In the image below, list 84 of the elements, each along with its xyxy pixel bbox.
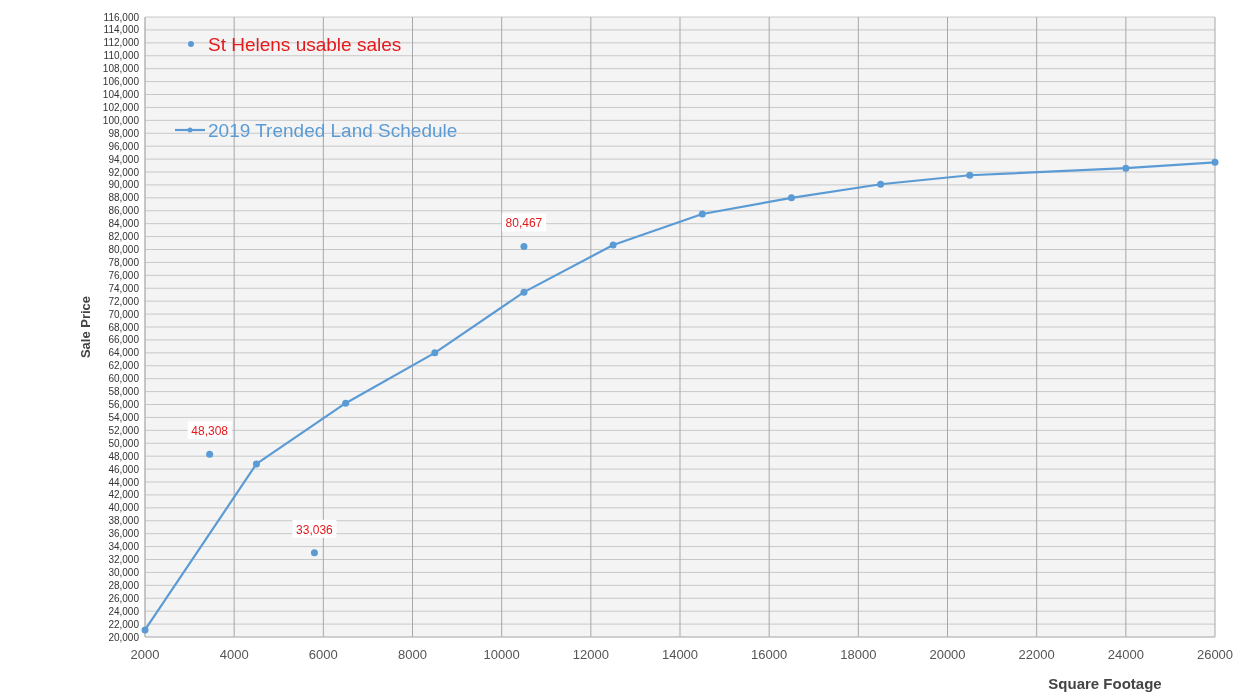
y-tick-label: 46,000 (108, 463, 140, 475)
y-tick-label: 94,000 (108, 153, 140, 165)
x-tick-label: 6000 (308, 647, 338, 662)
x-tick-label: 26000 (1196, 647, 1234, 662)
x-tick-label: 12000 (572, 647, 609, 662)
y-tick-label: 36,000 (108, 528, 140, 540)
y-tick-label: 30,000 (108, 566, 140, 578)
y-tick-label: 78,000 (108, 256, 140, 268)
y-axis-title: Sale Price (78, 295, 93, 359)
x-tick-label: 4000 (219, 647, 249, 662)
y-tick-label: 38,000 (108, 515, 140, 527)
point (141, 626, 149, 634)
y-tick-label: 108,000 (102, 63, 140, 75)
x-tick-label: 10000 (483, 647, 520, 662)
y-tick-label: 26,000 (108, 592, 140, 604)
y-tick-label: 74,000 (108, 282, 140, 294)
y-tick-label: 54,000 (108, 411, 140, 423)
y-tick-label: 96,000 (108, 140, 140, 152)
point (698, 210, 706, 218)
y-tick-label: 84,000 (108, 218, 140, 230)
x-tick-label: 20000 (929, 647, 966, 662)
point (342, 399, 350, 407)
y-tick-label: 106,000 (102, 76, 140, 88)
point (252, 460, 260, 468)
y-tick-label: 20,000 (108, 631, 140, 643)
y-tick-label: 88,000 (108, 192, 140, 204)
y-tick-label: 92,000 (108, 166, 140, 178)
y-tick-label: 44,000 (108, 476, 140, 488)
point (787, 194, 795, 202)
point (520, 242, 528, 250)
y-tick-label: 56,000 (108, 399, 140, 410)
x-tick-label: 14000 (661, 647, 699, 662)
point (877, 180, 885, 188)
data-label: 48,308 (191, 424, 229, 439)
y-tick-label: 86,000 (108, 205, 140, 217)
point (609, 241, 617, 249)
point (206, 450, 214, 458)
legend-label: 2019 Trended Land Schedule (208, 119, 458, 141)
y-tick-label: 76,000 (108, 269, 140, 281)
point (310, 549, 318, 557)
y-tick-label: 22,000 (108, 618, 140, 630)
y-tick-label: 64,000 (108, 347, 140, 359)
y-tick-label: 24,000 (108, 605, 140, 617)
y-tick-label: 34,000 (108, 541, 140, 553)
y-tick-label: 102,000 (102, 101, 140, 113)
y-tick-label: 100,000 (102, 114, 140, 126)
y-tick-label: 52,000 (108, 424, 140, 436)
y-tick-label: 32,000 (108, 554, 140, 565)
y-tick-label: 48,000 (108, 450, 140, 462)
y-tick-label: 50,000 (108, 437, 140, 449)
y-tick-label: 68,000 (108, 321, 140, 333)
y-tick-label: 90,000 (108, 179, 140, 191)
data-label: 80,467 (505, 216, 543, 231)
point (431, 349, 439, 357)
y-tick-label: 82,000 (108, 231, 140, 243)
y-tick-label: 116,000 (103, 11, 140, 23)
y-tick-label: 28,000 (108, 579, 140, 591)
y-tick-label: 62,000 (108, 360, 140, 372)
y-tick-label: 58,000 (108, 386, 140, 398)
y-tick-label: 70,000 (108, 308, 140, 320)
x-tick-label: 24000 (1107, 647, 1144, 662)
y-tick-label: 114,000 (103, 24, 140, 36)
point (520, 288, 528, 296)
x-tick-label: 18000 (840, 647, 877, 662)
point (1211, 158, 1219, 166)
y-tick-label: 42,000 (108, 489, 140, 501)
x-tick-label: 16000 (751, 647, 788, 662)
x-tick-label: 2000 (130, 647, 160, 662)
x-axis-title: Square Footage (1048, 675, 1162, 692)
y-tick-label: 112,000 (103, 37, 140, 49)
y-tick-label: 40,000 (108, 502, 140, 514)
y-tick-label: 72,000 (108, 295, 140, 307)
point (1122, 164, 1130, 172)
legend-label: St Helens usable sales (208, 33, 402, 55)
y-tick-label: 80,000 (108, 244, 140, 255)
point (966, 171, 974, 179)
y-tick-label: 66,000 (108, 334, 140, 346)
x-tick-label: 22000 (1018, 647, 1055, 662)
y-tick-label: 98,000 (108, 127, 140, 139)
x-tick-label: 8000 (398, 647, 427, 662)
data-label: 33,036 (296, 522, 334, 537)
y-tick-label: 110,000 (103, 50, 140, 62)
y-tick-label: 60,000 (108, 373, 140, 385)
y-tick-label: 104,000 (102, 89, 140, 100)
